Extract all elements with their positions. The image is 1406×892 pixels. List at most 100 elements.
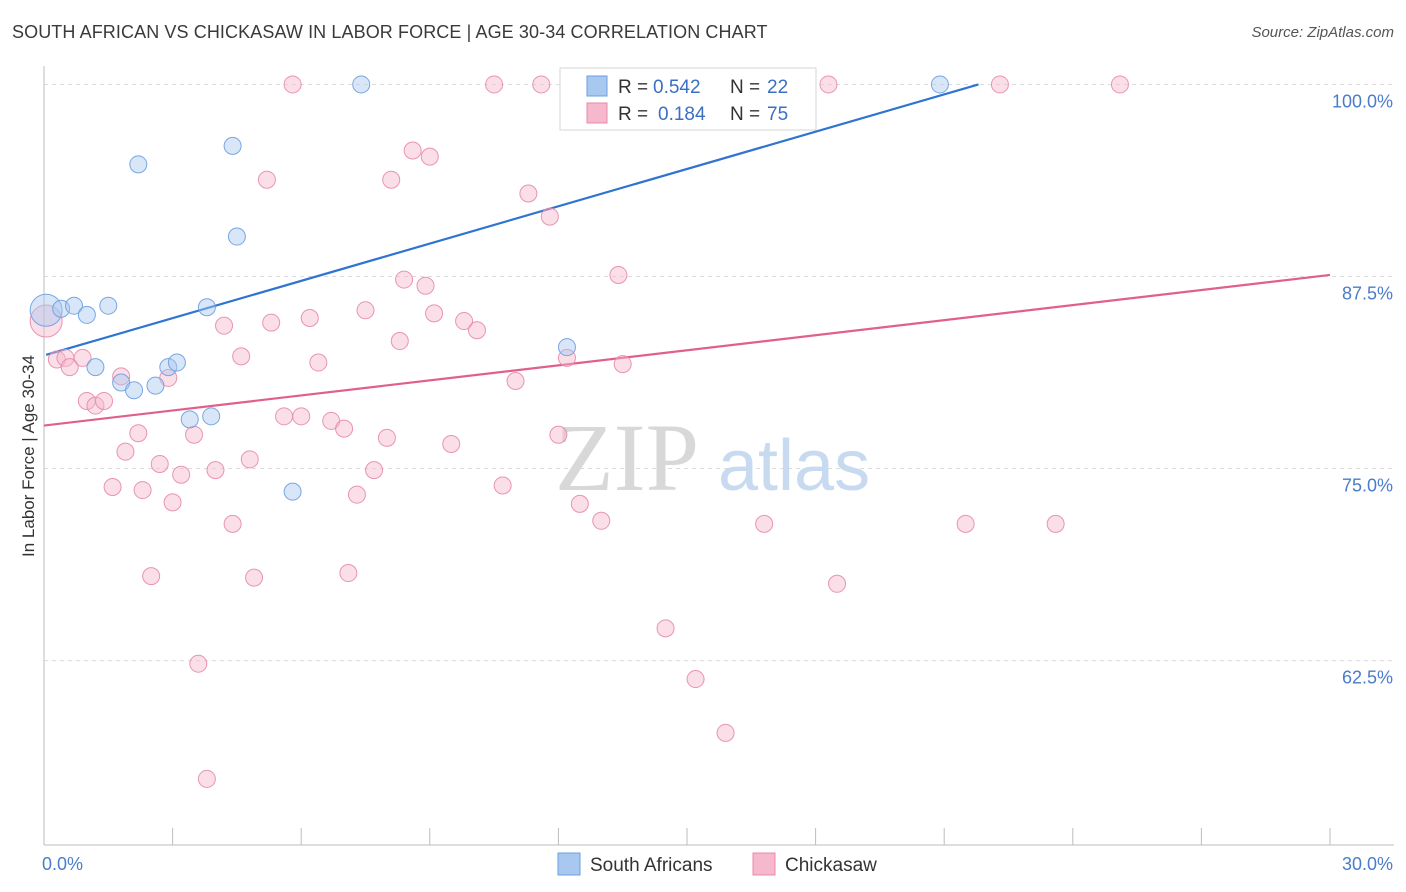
legend-r-label-1: R = (618, 77, 648, 98)
chart-title: SOUTH AFRICAN VS CHICKASAW IN LABOR FORC… (12, 22, 768, 42)
point-south-africans-13 (197, 298, 216, 317)
point-chickasaw-49 (455, 312, 474, 331)
point-chickasaw-28 (262, 313, 281, 332)
point-chickasaw-63 (656, 619, 675, 638)
point-south-africans-0 (29, 293, 63, 327)
point-south-africans-12 (180, 410, 199, 429)
legend-swatch-south-africans (586, 75, 608, 97)
point-chickasaw-48 (442, 434, 461, 453)
legend-n-label-2: N = (730, 104, 760, 125)
watermark-atlas: atlas (718, 426, 870, 506)
point-chickasaw-72 (990, 75, 1009, 94)
point-chickasaw-30 (283, 75, 302, 94)
point-chickasaw-65 (686, 670, 705, 689)
legend-n-value-south-africans: 22 (767, 77, 788, 98)
point-chickasaw-57 (549, 425, 568, 444)
data-points (29, 75, 1129, 788)
point-chickasaw-36 (339, 564, 358, 583)
y-tick-label-0: 100.0% (1332, 91, 1393, 111)
point-chickasaw-60 (592, 511, 611, 530)
watermark-zip: ZIP (555, 404, 699, 511)
point-south-africans-2 (65, 296, 84, 315)
point-south-africans-21 (930, 75, 949, 94)
point-chickasaw-18 (185, 425, 204, 444)
point-chickasaw-32 (300, 308, 319, 327)
x-tick-label-1: 30.0% (1342, 854, 1393, 874)
x-tick-label-0: 0.0% (42, 854, 83, 874)
point-south-africans-7 (125, 381, 144, 400)
bottom-legend-label-chickasaw: Chickasaw (785, 855, 877, 876)
point-chickasaw-19 (189, 654, 208, 673)
point-chickasaw-7 (95, 391, 114, 410)
point-south-africans-19 (557, 338, 576, 357)
point-south-africans-4 (86, 358, 105, 377)
trend-line-chickasaw (43, 273, 1331, 427)
point-chickasaw-52 (493, 476, 512, 495)
point-chickasaw-68 (755, 514, 774, 533)
point-chickasaw-27 (257, 170, 276, 189)
legend-r-label-2: R = (618, 104, 648, 125)
point-chickasaw-11 (129, 424, 148, 443)
point-chickasaw-25 (240, 450, 259, 469)
stats-legend: R = 0.542 N = 22 R = 0.184 N = 75 (559, 67, 817, 131)
x-tick-labels: 0.0% 30.0% (42, 854, 1393, 874)
point-chickasaw-24 (232, 347, 251, 366)
y-tick-label-2: 75.0% (1342, 476, 1393, 496)
point-chickasaw-51 (485, 75, 504, 94)
point-chickasaw-53 (506, 371, 525, 390)
point-chickasaw-20 (197, 769, 216, 788)
point-south-africans-17 (283, 482, 302, 501)
point-south-africans-16 (227, 227, 246, 246)
point-chickasaw-46 (420, 147, 439, 166)
point-south-africans-3 (77, 305, 96, 324)
y-tick-label-1: 87.5% (1342, 283, 1393, 303)
point-south-africans-10 (159, 358, 178, 377)
point-south-africans-5 (99, 296, 118, 315)
point-chickasaw-61 (609, 265, 628, 284)
source-label: Source: ZipAtlas.com (1251, 24, 1394, 41)
trend-lines (43, 83, 1331, 427)
point-chickasaw-13 (142, 567, 161, 586)
legend-r-value-chickasaw: 0.184 (658, 104, 706, 125)
point-chickasaw-8 (103, 477, 122, 496)
point-chickasaw-73 (1046, 514, 1065, 533)
point-chickasaw-71 (956, 514, 975, 533)
point-chickasaw-6 (86, 396, 105, 415)
point-chickasaw-14 (150, 454, 169, 473)
series-legend: South Africans Chickasaw (557, 852, 877, 876)
point-chickasaw-69 (819, 75, 838, 94)
point-chickasaw-66 (716, 723, 735, 742)
point-chickasaw-16 (163, 493, 182, 512)
point-chickasaw-42 (390, 332, 409, 351)
point-chickasaw-10 (116, 442, 135, 461)
point-chickasaw-35 (335, 419, 354, 438)
point-chickasaw-62 (613, 355, 632, 374)
point-chickasaw-12 (133, 481, 152, 500)
point-chickasaw-43 (395, 270, 414, 289)
trend-line-south-africans (45, 83, 979, 356)
point-south-africans-11 (167, 353, 186, 372)
point-chickasaw-26 (245, 568, 264, 587)
point-south-africans-14 (202, 407, 221, 426)
point-chickasaw-22 (215, 316, 234, 335)
point-chickasaw-44 (403, 141, 422, 160)
watermark: ZIP atlas (555, 404, 870, 511)
point-chickasaw-59 (570, 494, 589, 513)
point-chickasaw-37 (347, 485, 366, 504)
point-chickasaw-74 (1110, 75, 1129, 94)
legend-r-value-south-africans: 0.542 (653, 77, 701, 98)
point-chickasaw-21 (206, 461, 225, 480)
point-chickasaw-45 (416, 276, 435, 295)
point-chickasaw-29 (275, 407, 294, 426)
point-chickasaw-56 (540, 207, 559, 226)
point-chickasaw-17 (172, 465, 191, 484)
legend-n-value-chickasaw: 75 (767, 104, 788, 125)
point-south-africans-9 (146, 376, 165, 395)
bottom-legend-swatch-chickasaw (752, 852, 776, 876)
point-chickasaw-39 (365, 461, 384, 480)
y-tick-labels: 100.0% 87.5% 75.0% 62.5% (1332, 91, 1393, 687)
point-chickasaw-23 (223, 514, 242, 533)
y-tick-label-3: 62.5% (1342, 668, 1393, 688)
point-chickasaw-40 (377, 428, 396, 447)
